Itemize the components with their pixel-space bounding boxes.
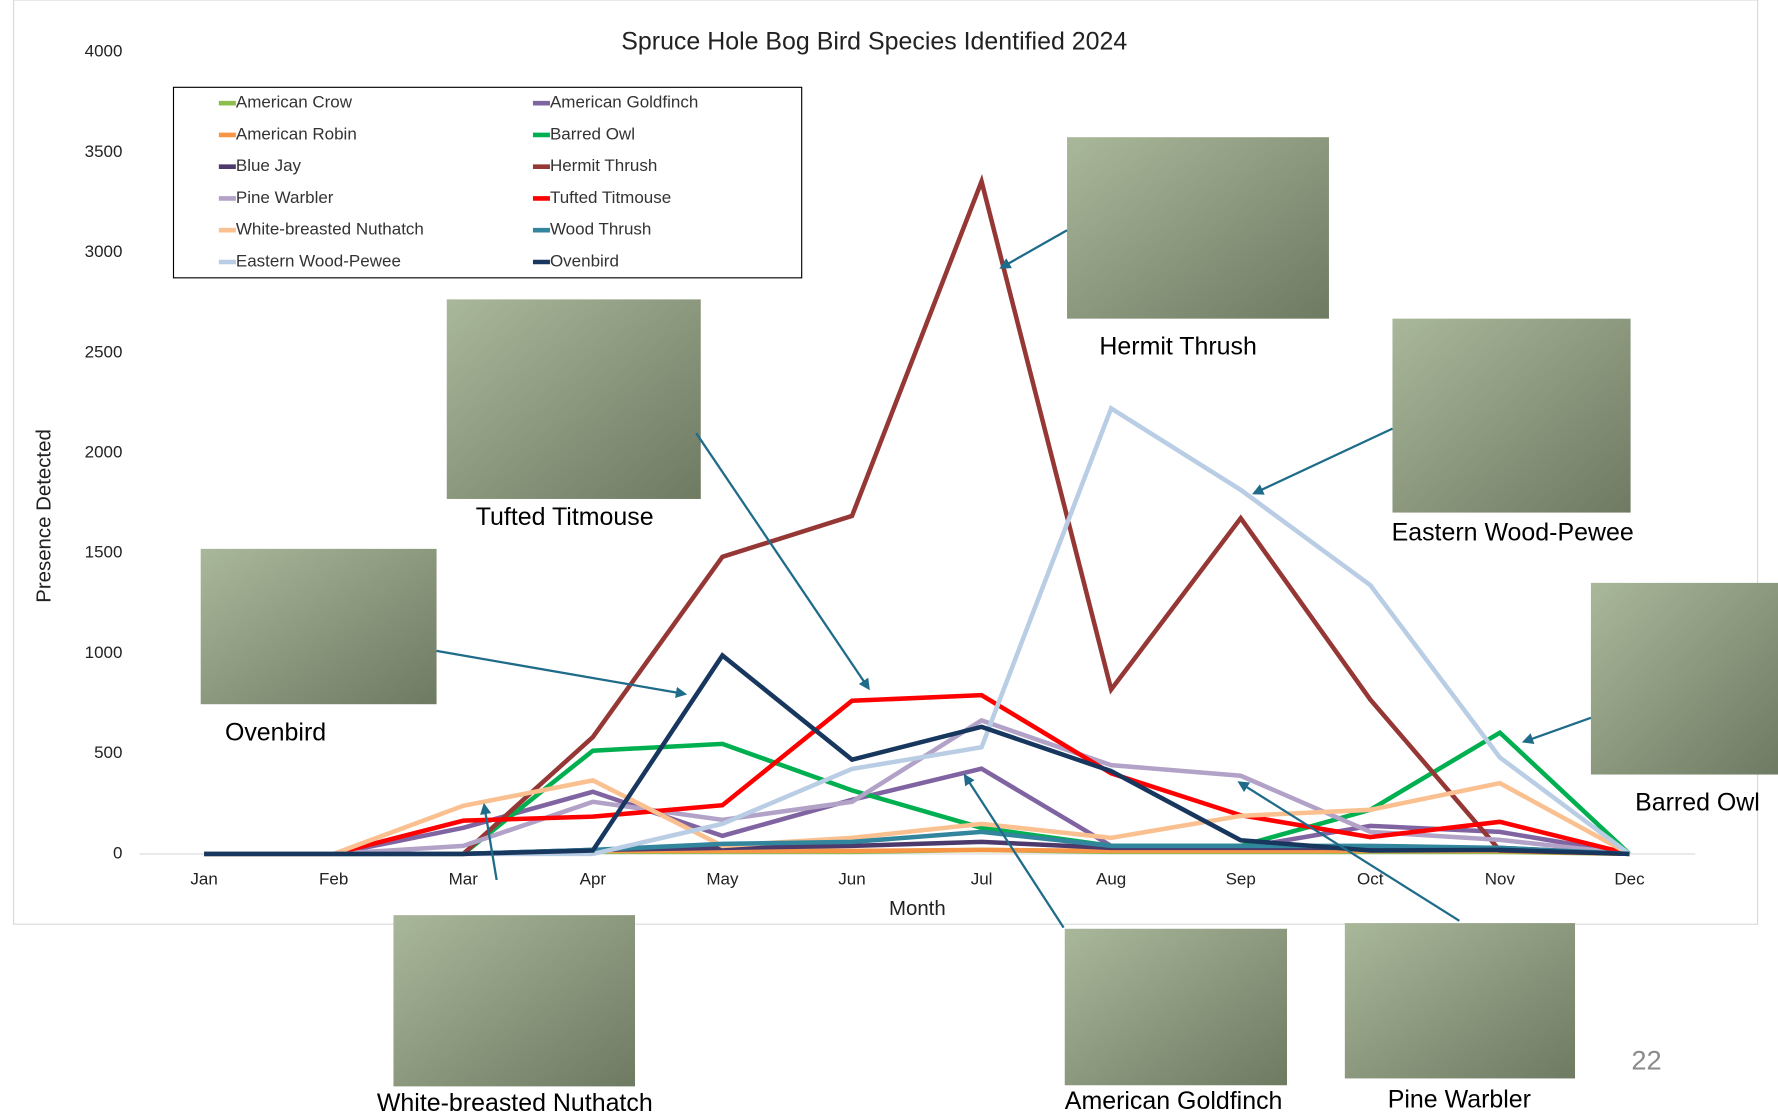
y-tick-label: 3000 [85,242,123,261]
bird-photo [201,549,437,704]
x-tick-label: Mar [449,869,479,888]
chart-title: Spruce Hole Bog Bird Species Identified … [621,28,1127,56]
x-tick-label: Nov [1485,869,1516,888]
photo-caption: White-breasted Nuthatch [377,1089,653,1117]
x-tick-label: Feb [319,869,348,888]
legend-label: American Robin [236,124,357,143]
photo-caption: Eastern Wood-Pewee [1392,519,1634,547]
photo-caption: Barred Owl [1635,789,1760,817]
y-tick-label: 1500 [85,543,123,562]
bird-photo [1065,929,1287,1085]
legend-label: Hermit Thrush [550,156,657,175]
bird-photo [1067,137,1329,318]
page-number: 22 [1631,1045,1661,1076]
legend-label: Pine Warbler [236,188,334,207]
photo-caption: Hermit Thrush [1099,333,1257,361]
legend-label: American Crow [236,93,353,112]
bird-photo [1345,923,1575,1078]
y-tick-label: 500 [94,743,122,762]
bird-photo [1392,319,1630,513]
legend-label: White-breasted Nuthatch [236,220,424,239]
slide: Spruce Hole Bog Bird Species Identified … [0,0,1778,1117]
y-tick-label: 2500 [85,342,123,361]
photo-caption: Tufted Titmouse [476,503,654,531]
x-tick-label: Jan [190,869,217,888]
y-tick-label: 3500 [85,142,123,161]
bird-photo [393,915,635,1086]
legend [173,87,801,278]
x-tick-label: Dec [1614,869,1645,888]
legend-label: Barred Owl [550,124,635,143]
y-tick-label: 0 [113,843,122,862]
x-tick-label: Aug [1096,869,1126,888]
legend-label: Ovenbird [550,251,619,270]
bird-photo [1591,583,1778,775]
y-tick-label: 4000 [85,42,123,61]
x-axis-title: Month [889,898,946,920]
y-tick-label: 2000 [85,443,123,462]
legend-label: Tufted Titmouse [550,188,671,207]
x-tick-label: Jun [838,869,865,888]
y-tick-label: 1000 [85,643,123,662]
x-tick-label: May [706,869,739,888]
legend-label: Blue Jay [236,156,302,175]
x-tick-label: Sep [1226,869,1256,888]
y-axis-title: Presence Detected [34,429,56,603]
page: Spruce Hole Bog Bird Species Identified … [0,0,1778,1117]
legend-label: Eastern Wood-Pewee [236,251,401,270]
x-tick-label: Apr [580,869,607,888]
photo-caption: Pine Warbler [1388,1086,1531,1114]
x-tick-label: Jul [971,869,993,888]
legend-label: Wood Thrush [550,220,651,239]
legend-label: American Goldfinch [550,93,698,112]
photo-caption: Ovenbird [225,718,326,746]
bird-photo [447,299,701,499]
x-tick-label: Oct [1357,869,1384,888]
photo-caption: American Goldfinch [1065,1087,1283,1115]
